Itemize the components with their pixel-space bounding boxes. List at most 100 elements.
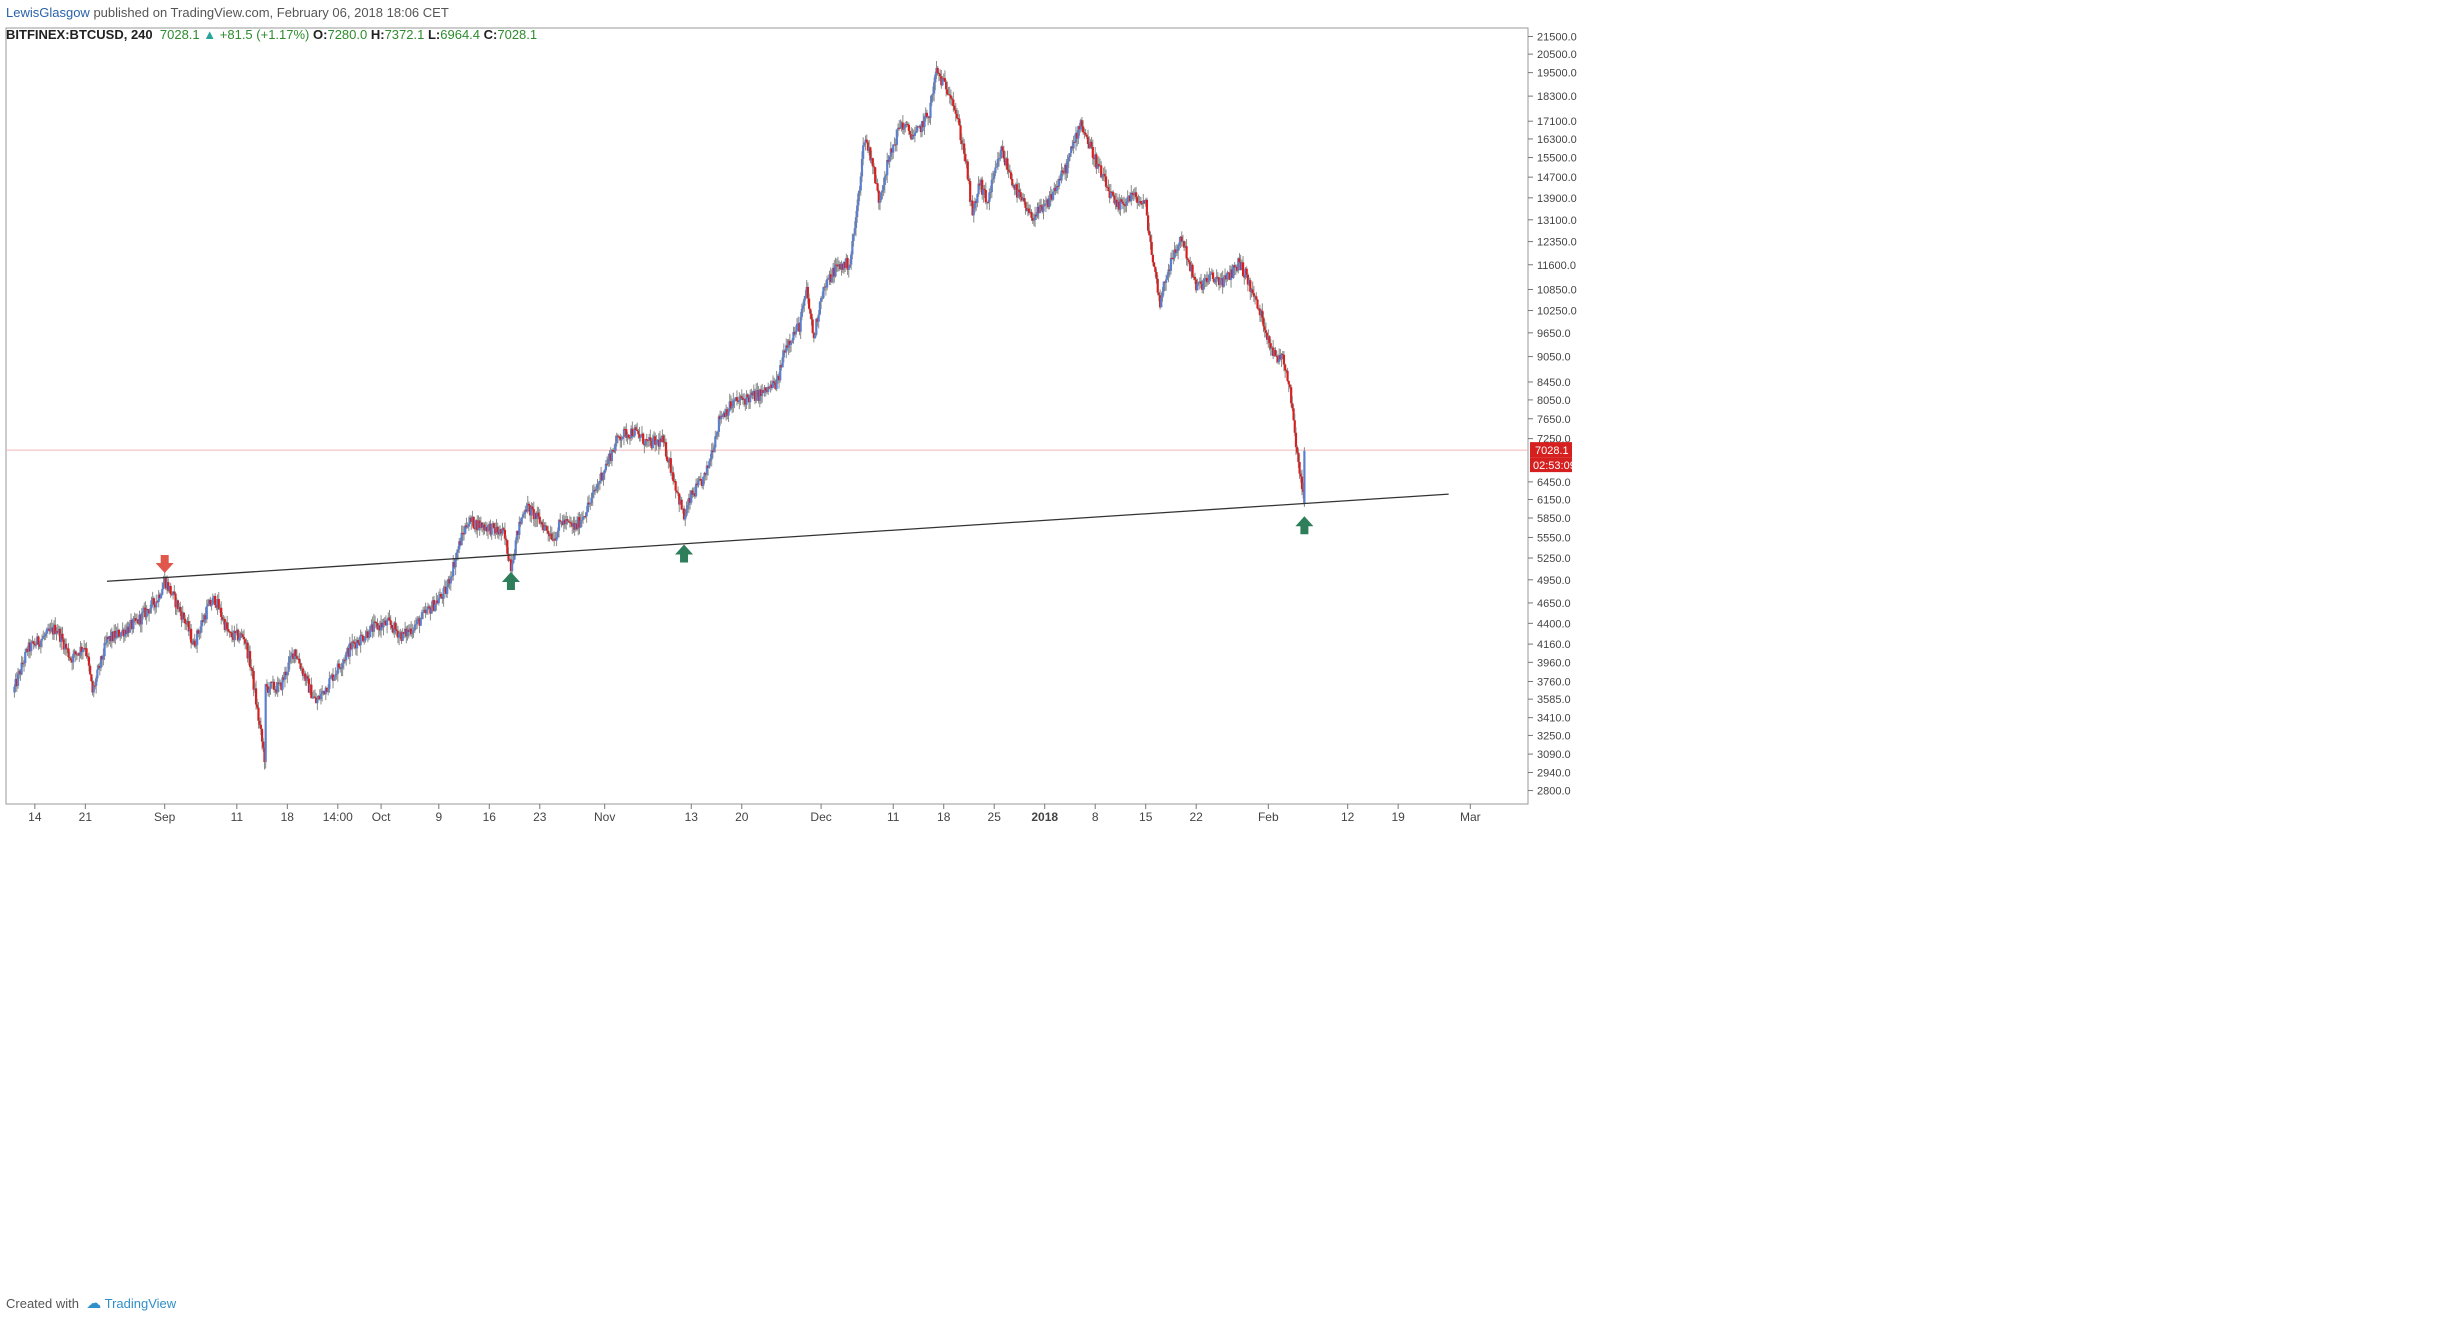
candle-body	[1185, 246, 1188, 259]
candle-body	[946, 89, 949, 95]
candle-body	[551, 539, 555, 541]
candle-body	[384, 620, 387, 626]
candle-body	[57, 628, 60, 633]
candle-body	[48, 628, 51, 632]
candle-body	[14, 678, 17, 687]
candle-body	[455, 552, 458, 559]
candle-body	[1044, 203, 1048, 205]
candle-body	[371, 624, 374, 632]
y-tick-label: 14700.0	[1537, 172, 1577, 184]
x-tick-label: Oct	[372, 810, 391, 824]
candle-body	[1287, 380, 1290, 385]
y-tick-label: 4160.0	[1537, 639, 1571, 651]
candle-body	[1268, 336, 1271, 344]
candle-body	[608, 453, 611, 459]
candle-body	[902, 127, 906, 130]
candle-body	[1021, 197, 1025, 201]
candle-body	[1160, 297, 1163, 308]
candle-body	[577, 517, 580, 530]
candle-body	[434, 604, 437, 611]
candle-body	[996, 158, 999, 167]
candle-body	[503, 529, 507, 539]
candles	[13, 61, 1306, 770]
tradingview-brand-link[interactable]: TradingView	[104, 1296, 177, 1311]
author-link[interactable]: LewisGlasgow	[6, 5, 90, 20]
candle-body	[877, 190, 880, 203]
candle-body	[1245, 268, 1248, 275]
candle-body	[393, 622, 396, 633]
candle-body	[334, 674, 337, 677]
candle-body	[1186, 258, 1189, 261]
candle-body	[318, 695, 321, 699]
candle-body	[1243, 275, 1246, 278]
candle-body	[300, 668, 303, 670]
candle-body	[621, 437, 624, 440]
candle-body	[125, 629, 128, 635]
candle-body	[358, 642, 361, 646]
candle-body	[1068, 153, 1072, 158]
candle-body	[37, 636, 40, 645]
candle-body	[333, 676, 336, 681]
candle-body	[1214, 279, 1217, 283]
candle-body	[194, 645, 198, 647]
candle-body	[953, 105, 956, 110]
y-tick-label: 19500.0	[1537, 68, 1577, 80]
candle-body	[888, 156, 891, 162]
candle-body	[422, 612, 425, 614]
candle-body	[781, 357, 784, 368]
candle-body	[990, 179, 993, 193]
candle-body	[1208, 275, 1211, 281]
candle-body	[274, 689, 277, 691]
candle-body	[508, 559, 511, 561]
y-tick-label: 18300.0	[1537, 91, 1577, 103]
x-tick-label: 16	[483, 810, 497, 824]
candle-body	[920, 121, 924, 133]
candle-body	[1275, 355, 1278, 357]
candle-body	[610, 449, 614, 462]
candle-body	[965, 161, 968, 163]
candle-body	[1048, 198, 1051, 207]
candle-body	[246, 642, 249, 659]
candle-body	[265, 684, 268, 687]
candle-body	[533, 513, 537, 520]
candle-body	[596, 484, 599, 489]
candle-body	[127, 626, 130, 633]
candle-body	[589, 503, 592, 505]
candle-body	[628, 437, 632, 439]
candle-body	[686, 505, 689, 509]
candle-body	[994, 167, 997, 174]
candle-body	[806, 286, 809, 299]
candle-body	[876, 183, 879, 191]
candle-body	[875, 183, 878, 185]
candle-body	[295, 656, 299, 659]
candle-body	[62, 639, 65, 650]
candle-body	[1025, 207, 1028, 211]
candle-body	[733, 400, 736, 402]
candle-body	[1281, 354, 1284, 356]
candle-body	[954, 109, 957, 114]
candle-body	[1066, 161, 1069, 174]
candle-body	[382, 623, 385, 628]
candle-body	[1043, 204, 1046, 206]
candle-body	[941, 78, 944, 86]
candle-body	[603, 470, 606, 474]
candle-body	[523, 513, 526, 515]
candle-body	[714, 436, 717, 448]
candle-body	[192, 640, 195, 645]
y-tick-label: 10250.0	[1537, 306, 1577, 318]
candle-body	[690, 490, 693, 503]
y-tick-label: 5250.0	[1537, 553, 1571, 565]
candle-body	[544, 525, 547, 527]
candle-body	[899, 127, 902, 129]
candle-body	[1190, 264, 1193, 272]
candle-body	[438, 594, 442, 599]
candle-body	[270, 681, 273, 683]
candle-body	[1299, 473, 1302, 477]
candle-body	[313, 696, 317, 698]
candle-body	[1119, 199, 1122, 210]
candle-body	[38, 644, 41, 647]
change-value: +81.5 (+1.17%)	[219, 27, 310, 42]
candle-body	[402, 632, 406, 634]
candle-body	[830, 277, 834, 283]
